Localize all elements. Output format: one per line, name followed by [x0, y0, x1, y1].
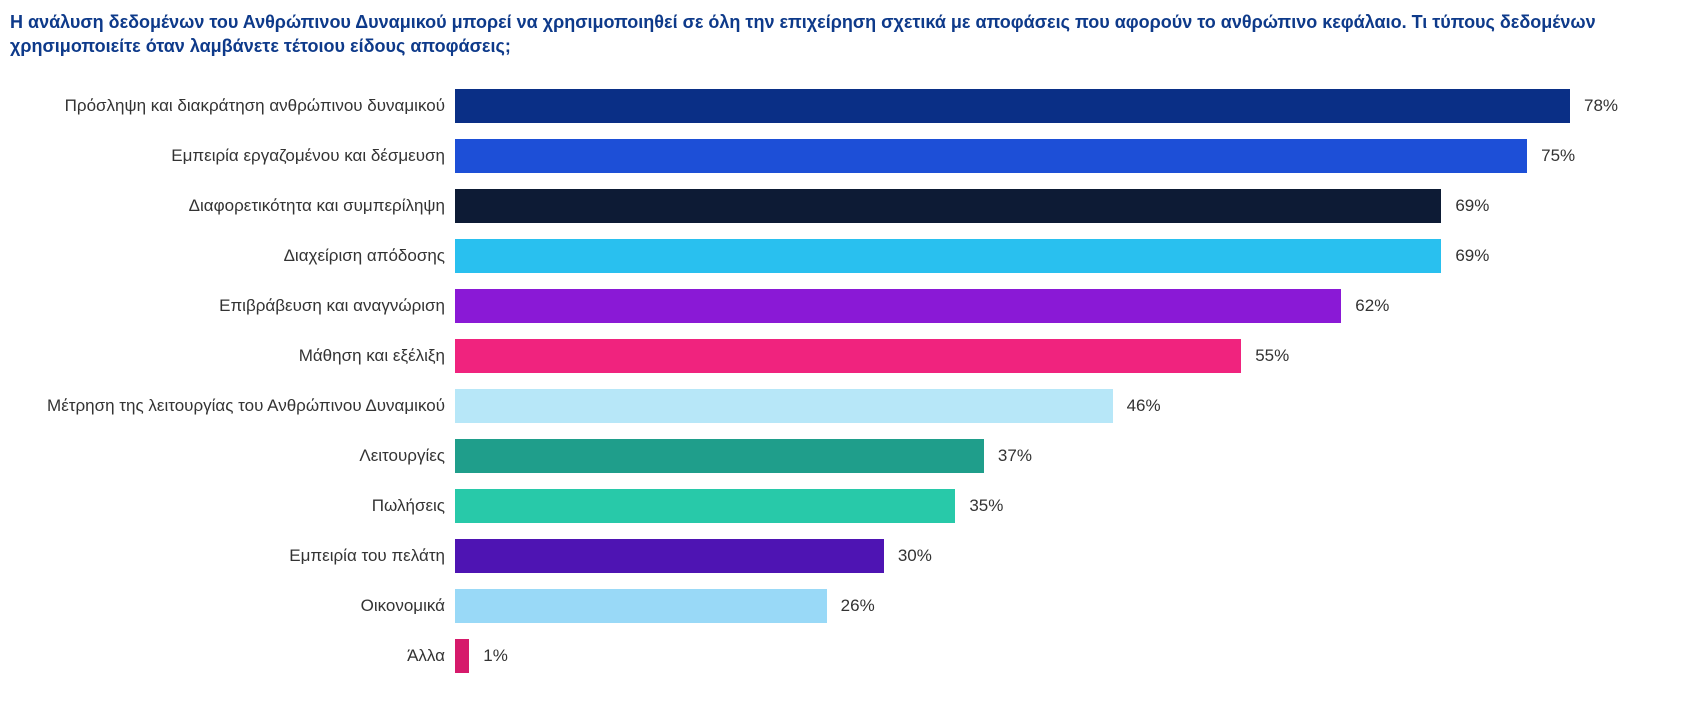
value-label: 1%	[483, 646, 508, 666]
category-label: Λειτουργίες	[10, 446, 455, 466]
bar	[455, 89, 1570, 123]
category-label: Εμπειρία εργαζομένου και δέσμευση	[10, 146, 455, 166]
bar-track: 30%	[455, 539, 1635, 573]
category-label: Εμπειρία του πελάτη	[10, 546, 455, 566]
bar	[455, 139, 1527, 173]
value-label: 35%	[969, 496, 1003, 516]
chart-row: Επιβράβευση και αναγνώριση 62%	[10, 289, 1674, 323]
category-label: Πρόσληψη και διακράτηση ανθρώπινου δυναμ…	[10, 96, 455, 116]
category-label: Διαφορετικότητα και συμπερίληψη	[10, 196, 455, 216]
category-label: Διαχείριση απόδοσης	[10, 246, 455, 266]
bar-track: 35%	[455, 489, 1635, 523]
value-label: 69%	[1455, 246, 1489, 266]
bar	[455, 289, 1341, 323]
chart-row: Διαφορετικότητα και συμπερίληψη 69%	[10, 189, 1674, 223]
chart-title: Η ανάλυση δεδομένων του Ανθρώπινου Δυναμ…	[10, 10, 1670, 59]
chart-row: Λειτουργίες 37%	[10, 439, 1674, 473]
bar-track: 37%	[455, 439, 1635, 473]
chart-row: Άλλα 1%	[10, 639, 1674, 673]
value-label: 75%	[1541, 146, 1575, 166]
chart-row: Οικονομικά 26%	[10, 589, 1674, 623]
chart-row: Εμπειρία εργαζομένου και δέσμευση 75%	[10, 139, 1674, 173]
bar	[455, 489, 955, 523]
category-label: Οικονομικά	[10, 596, 455, 616]
bar	[455, 639, 469, 673]
category-label: Επιβράβευση και αναγνώριση	[10, 296, 455, 316]
category-label: Άλλα	[10, 646, 455, 666]
chart-row: Διαχείριση απόδοσης 69%	[10, 239, 1674, 273]
value-label: 69%	[1455, 196, 1489, 216]
bar	[455, 239, 1441, 273]
bar-track: 69%	[455, 239, 1635, 273]
bar	[455, 589, 827, 623]
value-label: 30%	[898, 546, 932, 566]
bar-track: 46%	[455, 389, 1635, 423]
category-label: Πωλήσεις	[10, 496, 455, 516]
bar-chart: Πρόσληψη και διακράτηση ανθρώπινου δυναμ…	[10, 89, 1674, 673]
value-label: 78%	[1584, 96, 1618, 116]
chart-row: Πρόσληψη και διακράτηση ανθρώπινου δυναμ…	[10, 89, 1674, 123]
bar-track: 75%	[455, 139, 1635, 173]
bar	[455, 539, 884, 573]
chart-row: Μάθηση και εξέλιξη 55%	[10, 339, 1674, 373]
chart-row: Πωλήσεις 35%	[10, 489, 1674, 523]
chart-row: Μέτρηση της λειτουργίας του Ανθρώπινου Δ…	[10, 389, 1674, 423]
value-label: 26%	[841, 596, 875, 616]
category-label: Μάθηση και εξέλιξη	[10, 346, 455, 366]
value-label: 46%	[1127, 396, 1161, 416]
value-label: 37%	[998, 446, 1032, 466]
bar	[455, 339, 1241, 373]
bar-track: 62%	[455, 289, 1635, 323]
bar-track: 69%	[455, 189, 1635, 223]
bar	[455, 389, 1113, 423]
bar-track: 1%	[455, 639, 1635, 673]
category-label: Μέτρηση της λειτουργίας του Ανθρώπινου Δ…	[10, 396, 455, 416]
value-label: 55%	[1255, 346, 1289, 366]
bar	[455, 189, 1441, 223]
bar-track: 78%	[455, 89, 1635, 123]
bar	[455, 439, 984, 473]
value-label: 62%	[1355, 296, 1389, 316]
chart-row: Εμπειρία του πελάτη 30%	[10, 539, 1674, 573]
bar-track: 55%	[455, 339, 1635, 373]
bar-track: 26%	[455, 589, 1635, 623]
